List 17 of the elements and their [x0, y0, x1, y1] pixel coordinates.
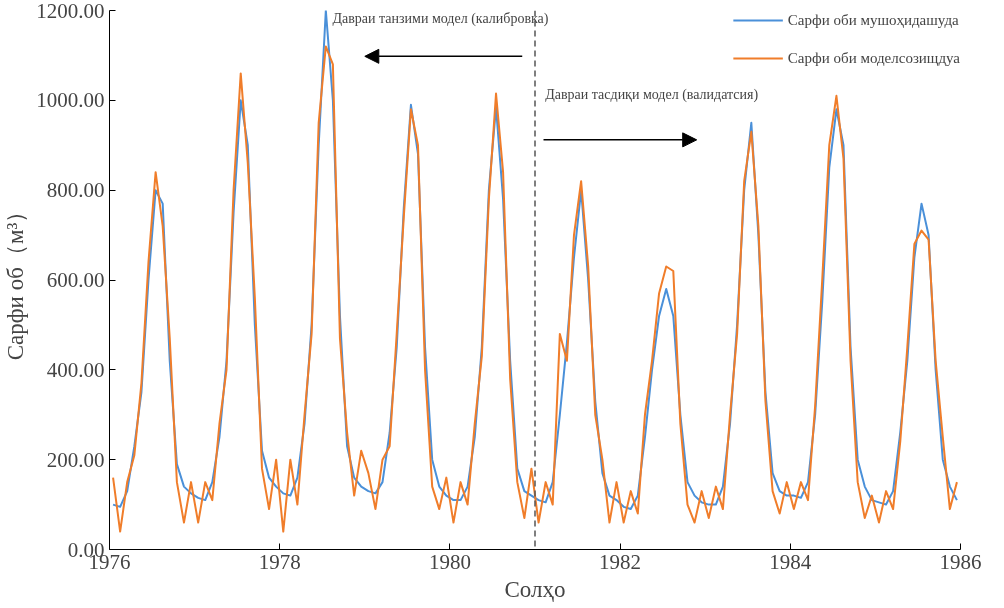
y-tick-label: 800.00: [46, 178, 105, 203]
x-tick-label: 1986: [939, 549, 982, 574]
x-tick-label: 1984: [769, 549, 812, 574]
x-axis-title: Солҳо: [504, 576, 566, 602]
y-tick-label: 400.00: [46, 357, 105, 382]
legend-label: Сарфи оби мушоҳидашуда: [787, 11, 959, 29]
y-axis-title: Сарфи об（м³）: [3, 199, 29, 361]
y-tick-label: 1200.00: [36, 0, 105, 23]
x-tick-label: 1980: [428, 549, 471, 574]
legend-label: Сарфи оби моделсозищдуа: [787, 49, 960, 67]
y-tick-label: 1000.00: [36, 88, 105, 113]
annotation: Давраи танзими модел (калибровка): [332, 11, 549, 28]
y-tick-label: 200.00: [46, 447, 105, 472]
x-tick-label: 1978: [258, 549, 301, 574]
annotation: Давраи тасдиқи модел (валидатсия): [545, 86, 759, 103]
y-tick-label: 600.00: [46, 268, 105, 292]
x-tick-label: 1982: [599, 549, 642, 574]
